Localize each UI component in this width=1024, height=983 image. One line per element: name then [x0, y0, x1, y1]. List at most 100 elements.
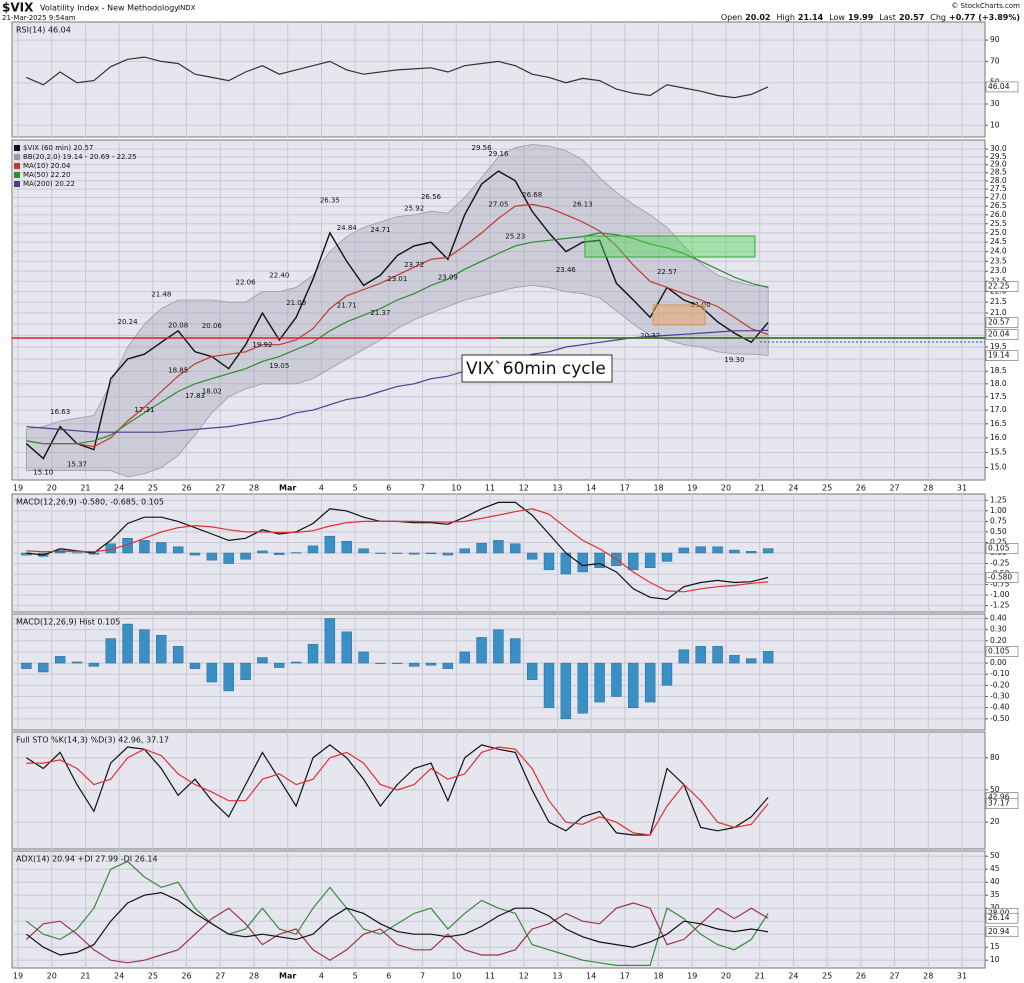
hist-bar	[274, 552, 285, 555]
price-label: 22.40	[269, 271, 289, 279]
x-tick-label: 26	[181, 484, 191, 493]
hist-bar	[240, 552, 251, 560]
price-label: 17.31	[134, 406, 154, 414]
x-tick-label: 19	[687, 972, 697, 981]
x-tick-label: 4	[319, 484, 324, 493]
x-tick-label: 27	[889, 972, 899, 981]
hist-bar	[408, 552, 420, 555]
hist-bar	[206, 552, 218, 561]
x-tick-label: 12	[519, 972, 529, 981]
hist-bar	[712, 646, 723, 664]
hist-bar	[594, 552, 605, 568]
y-tick-label: -0.30	[990, 692, 1010, 701]
price-label: 22.57	[657, 268, 677, 276]
y-tick-label: 21.5	[990, 297, 1007, 306]
y-tick-label: 15	[990, 942, 1000, 951]
value-tag-label: 42.96	[988, 793, 1010, 802]
price-label: 23.46	[556, 266, 577, 274]
price-label: 18.85	[168, 367, 188, 375]
price-label: 20.06	[202, 322, 223, 330]
legend-label: MA(10) 20.04	[23, 162, 71, 170]
x-tick-label: 7	[420, 972, 425, 981]
y-tick-label: 45	[990, 864, 1000, 873]
x-tick-label: 6	[386, 972, 391, 981]
quote-label: High	[777, 13, 795, 22]
series-line	[26, 744, 769, 836]
panel-title: MACD(12,26,9) Hist 0.105	[16, 618, 120, 627]
hist-bar	[341, 541, 352, 554]
hist-bar	[543, 552, 555, 571]
x-tick-label: 28	[249, 972, 259, 981]
y-tick-label: 15.0	[990, 463, 1007, 472]
hist-bar	[408, 662, 420, 667]
exchange: INDX	[178, 4, 196, 12]
annotation: VIX`60min cycle	[466, 359, 606, 379]
hist-bar	[156, 542, 167, 554]
x-tick-label: 24	[788, 484, 798, 493]
legend-label: BB(20,2.0) 19.14 - 20.69 - 22.25	[23, 153, 137, 161]
y-tick-label: 10	[990, 955, 1000, 964]
hist-bar	[746, 658, 757, 664]
price-label: 22.06	[236, 278, 257, 286]
header: $VIX Volatility Index - New Methodology …	[2, 1, 1020, 23]
panel-bg	[11, 731, 986, 850]
hist-bar	[375, 552, 386, 554]
x-tick-label: 19	[13, 484, 23, 493]
quote-label: Chg	[930, 13, 946, 22]
hist-bar	[38, 662, 49, 673]
hist-bar	[425, 552, 437, 555]
price-label: 18.02	[202, 387, 222, 395]
source: © StockCharts.com	[951, 2, 1020, 10]
price-label: 20.24	[118, 318, 139, 326]
price-label: 23.09	[438, 273, 458, 281]
series-line	[26, 508, 769, 593]
y-tick-label: 16.0	[990, 433, 1007, 442]
value-tag-label: 20.94	[988, 927, 1010, 936]
hist-bar	[172, 646, 184, 664]
value-tag-label: 0.105	[988, 646, 1010, 655]
price-label: 21.48	[151, 291, 171, 299]
y-tick-label: 26.5	[990, 201, 1007, 210]
x-tick-label: 25	[148, 972, 158, 981]
hist-bar	[324, 618, 336, 664]
x-tick-label: 28	[249, 484, 259, 493]
series-line	[26, 746, 769, 836]
green-zone	[584, 235, 756, 258]
hist-bar	[139, 540, 150, 554]
quote-value: 20.02	[745, 13, 770, 22]
hist-bar	[71, 661, 83, 664]
panel-title: RSI(14) 46.04	[16, 26, 71, 35]
hist-bar	[375, 662, 386, 664]
x-tick-label: 21	[80, 484, 90, 493]
hist-bar	[392, 552, 403, 554]
y-tick-label: -1.00	[990, 590, 1010, 599]
x-tick-label: 17	[620, 972, 630, 981]
y-tick-label: 24.5	[990, 237, 1007, 246]
y-tick-label: 0.30	[990, 625, 1007, 634]
hist-bar	[189, 552, 201, 556]
y-tick-label: 25.5	[990, 219, 1007, 228]
quote-value: +0.77 (+3.89%)	[949, 13, 1020, 22]
hist-bar	[442, 552, 454, 556]
price-label: 27.05	[488, 201, 508, 209]
x-tick-label: 24	[788, 972, 798, 981]
price-label: 21.08	[286, 299, 306, 307]
hist-bar	[290, 552, 302, 554]
hist-bar	[240, 662, 251, 681]
y-tick-label: 26.0	[990, 210, 1007, 219]
hist-bar	[71, 552, 83, 554]
hist-bar	[543, 662, 555, 708]
hist-bar	[628, 552, 639, 571]
hist-bar	[257, 657, 268, 664]
price-label: 26.35	[320, 197, 340, 205]
x-tick-label: 21	[755, 972, 765, 981]
legend-label: $VIX (60 min) 20.57	[23, 144, 93, 152]
price-label: 26.68	[522, 191, 542, 199]
hist-bar	[510, 638, 521, 664]
price-label: 19.92	[252, 341, 272, 349]
series-line	[25, 170, 769, 460]
hist-bar	[476, 637, 487, 664]
x-tick-label: Mar	[279, 972, 296, 981]
y-tick-label: 28.5	[990, 168, 1007, 177]
